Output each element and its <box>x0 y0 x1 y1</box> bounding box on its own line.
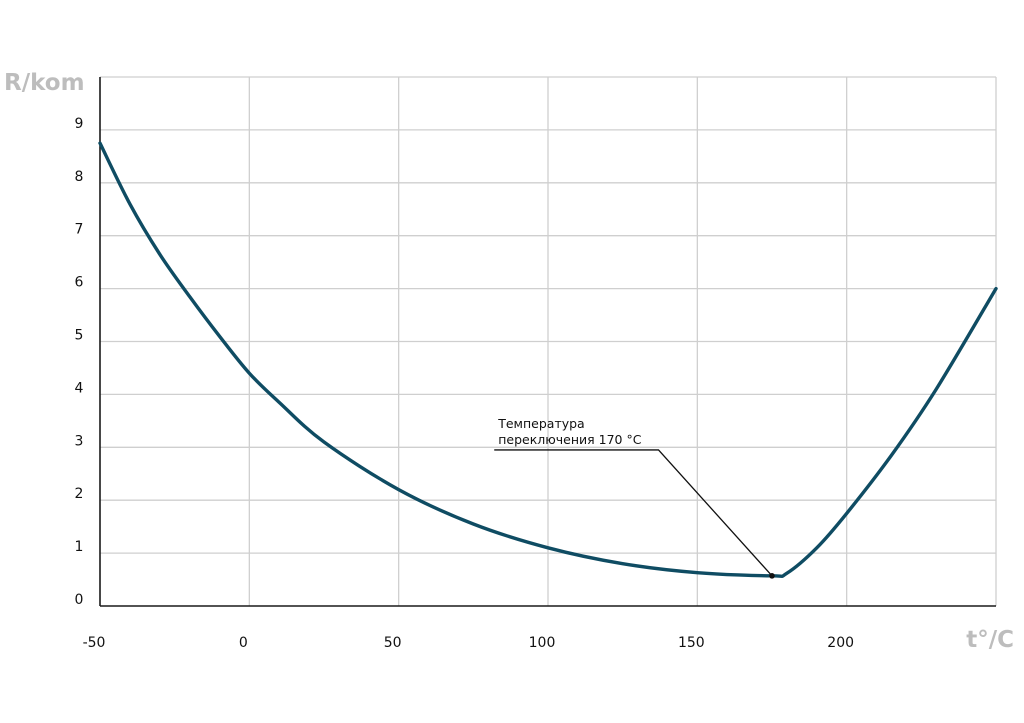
x-tick-label: 200 <box>827 635 854 651</box>
y-tick-label: 6 <box>75 275 84 291</box>
series <box>98 141 998 579</box>
tick-labels: -50 0 50 100 150 200 0 1 2 3 4 5 6 7 8 9 <box>75 116 854 651</box>
y-tick-label: 8 <box>75 169 84 185</box>
x-tick-label: 0 <box>239 635 248 651</box>
y-axis-title: R/kom <box>4 70 85 96</box>
annotation-label: Температура <box>497 416 585 431</box>
y-tick-label: 5 <box>75 328 84 344</box>
y-tick-label: 1 <box>75 539 84 555</box>
annotation-label: переключения 170 °С <box>498 432 641 447</box>
x-tick-label: 50 <box>384 635 402 651</box>
y-tick-label: 2 <box>75 486 84 502</box>
x-axis-title: t°/C <box>966 627 1014 653</box>
x-tick-label: -50 <box>83 635 106 651</box>
y-tick-label: 4 <box>75 380 84 396</box>
grid <box>100 76 997 606</box>
y-tick-label: 7 <box>75 222 84 238</box>
annotation-point <box>769 573 775 579</box>
y-tick-label: 3 <box>75 433 84 449</box>
annotation-leader-line <box>494 449 773 577</box>
y-tick-label: 9 <box>75 116 84 132</box>
axes <box>99 77 996 607</box>
x-tick-label: 150 <box>678 635 705 651</box>
series-line <box>98 141 998 579</box>
y-tick-label: 0 <box>75 592 84 608</box>
x-tick-label: 100 <box>529 635 556 651</box>
